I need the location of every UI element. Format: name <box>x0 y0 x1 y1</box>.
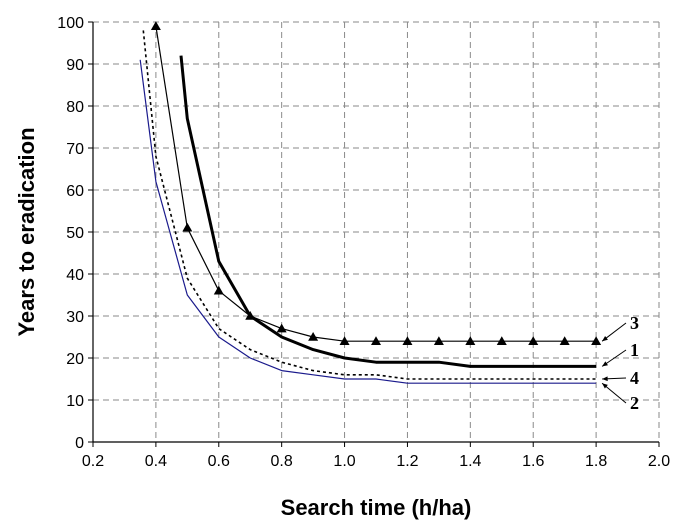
x-tick-label: 0.4 <box>145 453 167 470</box>
series-3-arrowhead <box>602 335 608 342</box>
series-3-label: 3 <box>630 313 639 333</box>
series-3-marker <box>591 336 602 345</box>
series-2-arrowhead <box>602 383 608 389</box>
x-axis-title: Search time (h/ha) <box>281 495 472 520</box>
series-3-marker <box>433 336 444 345</box>
series-labels: 1 2 3 4 <box>601 313 639 413</box>
series-3-marker <box>559 336 570 345</box>
grid <box>93 21 660 442</box>
series-1-label: 1 <box>630 340 639 360</box>
x-tick-labels: 0.2 0.4 0.6 0.8 1.0 1.2 1.4 1.6 1.8 2.0 <box>82 453 670 470</box>
x-tick-label: 1.8 <box>585 453 607 470</box>
series-4-line <box>142 30 597 380</box>
series-2-label: 2 <box>630 393 639 413</box>
y-tick-label: 0 <box>75 435 84 452</box>
series-3-marker <box>245 311 256 320</box>
x-tick-label: 2.0 <box>648 453 670 470</box>
y-tick-label: 20 <box>66 351 84 368</box>
x-tick-label: 0.2 <box>82 453 104 470</box>
series-3-marker <box>465 336 476 345</box>
y-axis-title: Years to eradication <box>14 127 39 336</box>
y-tick-label: 100 <box>57 15 84 32</box>
series-1-arrowhead <box>602 361 608 367</box>
y-tick-label: 60 <box>66 183 84 200</box>
axes <box>88 21 660 447</box>
series-3-marker <box>496 336 507 345</box>
series-3-marker <box>213 285 224 295</box>
x-tick-label: 0.8 <box>271 453 293 470</box>
series-1-line <box>179 55 597 368</box>
series-4-label: 4 <box>630 368 639 388</box>
x-tick-label: 1.6 <box>522 453 544 470</box>
series-2-line <box>139 59 597 384</box>
y-tick-label: 90 <box>66 57 84 74</box>
series-3-marker <box>371 336 381 345</box>
x-tick-label: 1.2 <box>396 453 418 470</box>
x-tick-label: 1.0 <box>333 453 355 470</box>
series-3-marker <box>339 336 350 345</box>
series-3-marker <box>402 336 413 345</box>
y-tick-label: 80 <box>66 99 84 116</box>
series-3-marker <box>150 21 161 30</box>
series-3-marker <box>308 332 319 341</box>
y-tick-label: 70 <box>66 141 84 158</box>
y-tick-label: 10 <box>66 393 84 410</box>
y-tick-label: 30 <box>66 309 84 326</box>
series-lines <box>139 21 602 384</box>
x-tick-label: 0.6 <box>208 453 230 470</box>
series-4-arrowhead <box>602 376 608 382</box>
x-tick-label: 1.4 <box>459 453 481 470</box>
series-3-marker <box>528 336 539 345</box>
series-3-marker <box>182 222 193 232</box>
series-3-marker <box>276 323 287 333</box>
y-tick-label: 50 <box>66 225 84 242</box>
y-tick-label: 40 <box>66 267 84 284</box>
y-tick-labels: 0 10 20 30 40 50 60 70 80 90 100 <box>57 15 84 452</box>
